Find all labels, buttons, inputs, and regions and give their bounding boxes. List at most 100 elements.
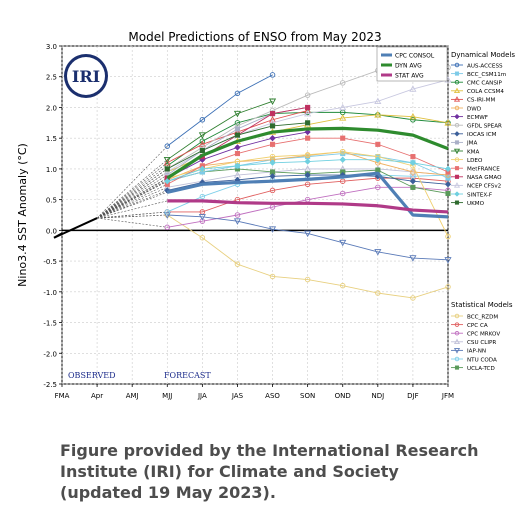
- dynamical-model-point: [410, 154, 416, 160]
- forecast-link-line: [96, 159, 168, 219]
- dynamical-model-point: [339, 156, 346, 163]
- dynamical-model-point: [199, 165, 206, 173]
- dynamical_models-legend-entry: SINTEX-F: [451, 191, 492, 198]
- x-tick-label: JFM: [441, 392, 454, 400]
- dynamical_models-legend-entry: COLA CCSM4: [451, 87, 504, 95]
- averages-legend: CPC CONSOL DYN AVG STAT AVG: [376, 46, 448, 82]
- statistical-model-point: [269, 273, 276, 280]
- x-tick-label: AMJ: [126, 392, 139, 400]
- y-tick-label: -1.5: [43, 320, 57, 328]
- statistical_models-legend-label: BCC_RZDM: [467, 314, 498, 320]
- x-tick-label: ASO: [265, 392, 280, 400]
- dynamical_models-legend-entry: GFDL SPEAR: [451, 122, 502, 130]
- dynamical-model-point: [409, 159, 417, 167]
- dynamical-model-point: [198, 140, 206, 148]
- statistical_models-legend-entry: NTU CODA: [451, 356, 497, 363]
- statistical_models-legend-label: CSU CLIPR: [467, 340, 496, 346]
- statistical-model-point: [233, 218, 242, 225]
- dynamical_models-legend-entry: JMA: [451, 140, 477, 147]
- statistical-model-line: [167, 177, 449, 213]
- dynamical_models-legend-label: SINTEX-F: [467, 192, 492, 198]
- dynamical-model-point: [304, 109, 312, 117]
- statistical-model-point: [304, 276, 311, 283]
- dynamical-model-point: [164, 166, 170, 172]
- dynamical_models-legend-entry: NCEP CFSv2: [451, 182, 501, 190]
- caption-line-2: Institute (IRI) for Climate and Society: [60, 462, 399, 481]
- dynamical-model-series-16: [164, 120, 311, 172]
- dynamical_models-legend-entry: UKMO: [451, 200, 485, 207]
- dynamical-model-point: [339, 148, 346, 155]
- forecast-link-line: [96, 180, 168, 219]
- forecast-link-line: [96, 187, 168, 219]
- observed-region-label: OBSERVED: [68, 371, 116, 380]
- dynamical-model-point: [269, 159, 276, 167]
- statistical-model-point: [444, 257, 452, 264]
- statistical-model-line: [167, 214, 449, 261]
- dynamical-model-point: [304, 92, 311, 98]
- dynamical-model-point: [304, 158, 311, 165]
- dynamical_models-legend-label: JMA: [466, 141, 477, 147]
- forecast-link-line: [96, 165, 168, 219]
- x-tick-label: SON: [300, 392, 315, 400]
- dynamical-model-line: [167, 111, 449, 167]
- statistical_models-legend-marker: [453, 338, 461, 345]
- dynamical_models-legend-entry: IOCAS ICM: [451, 131, 497, 138]
- dynamical-model-point: [339, 114, 347, 121]
- dynamical-model-line: [167, 100, 273, 161]
- dynamical-model-point: [445, 233, 451, 240]
- dynamical_models-legend-label: DWD: [467, 106, 481, 112]
- forecast-link-line: [96, 168, 168, 219]
- iri-logo: IRI: [64, 54, 108, 98]
- iri-logo-center: [67, 57, 105, 95]
- forecast-link-line: [96, 184, 168, 219]
- dynamical_models-legend-marker: [453, 96, 461, 102]
- statistical-model-line: [167, 168, 449, 188]
- statistical_models-legend-entry: UCLA-TCD: [451, 365, 495, 372]
- statistical_models-legend-entry: CPC CA: [451, 322, 488, 329]
- dynamical-model-point: [269, 72, 276, 78]
- dynamical-model-point: [163, 168, 171, 175]
- dynamical-model-point: [375, 141, 381, 147]
- statistical_models-legend-marker: [454, 322, 460, 327]
- dynamical_models-legend-label: GFDL SPEAR: [467, 124, 502, 130]
- statistical-model-point: [164, 224, 171, 231]
- statistical-model-point: [199, 234, 206, 241]
- dynamical-model-point: [305, 120, 311, 126]
- dynamical_models-legend-entry: CS-IRI-MM: [451, 96, 496, 104]
- statistical-model-point: [375, 184, 381, 191]
- dynamical-model-point: [268, 98, 277, 106]
- forecast-link-line: [97, 214, 168, 219]
- y-tick-label: 0.0: [46, 227, 57, 235]
- statistical-model-point: [339, 239, 347, 247]
- dynamical-model-point: [199, 116, 206, 123]
- statistical-model-point: [234, 212, 241, 218]
- observed-to-forecast-links: [96, 145, 168, 228]
- statistical_models-legend-entry: IAP-NN: [451, 348, 486, 355]
- forecast-link-line: [96, 162, 168, 219]
- dynamical-model-point: [164, 143, 171, 149]
- statistical_models-legend-marker: [454, 313, 460, 319]
- statistical-model-point: [339, 282, 346, 289]
- statistical-model-point: [163, 212, 171, 219]
- dynamical_models-legend-label: LDEO: [467, 158, 483, 164]
- average-line-0: [166, 171, 449, 219]
- x-tick-label: Apr: [91, 392, 103, 400]
- forecast-link-line: [96, 177, 168, 219]
- dynamical_models-legend-label: COLA CCSM4: [467, 89, 504, 95]
- forecast-link-line: [97, 211, 168, 219]
- dynamical_models-legend-label: IOCAS ICM: [467, 132, 497, 138]
- caption-line-3: (updated 19 May 2023).: [60, 483, 276, 502]
- plot-area: [61, 45, 449, 385]
- y-tick-label: -0.5: [43, 258, 57, 266]
- statistical-model-point: [410, 184, 416, 190]
- dynamical_models-legend-marker: [454, 200, 460, 205]
- averages-legend-label: CPC CONSOL: [395, 53, 435, 60]
- dynamical-model-point: [409, 177, 417, 185]
- dynamical_models-legend-entry: DWD: [451, 105, 481, 112]
- statistical-model-point: [304, 181, 311, 188]
- dynamical-model-point: [234, 162, 241, 170]
- dynamical-model-point: [234, 126, 241, 132]
- iri-logo-text: IRI: [72, 67, 100, 86]
- dynamical_models-legend-label: MetFRANCE: [467, 167, 500, 173]
